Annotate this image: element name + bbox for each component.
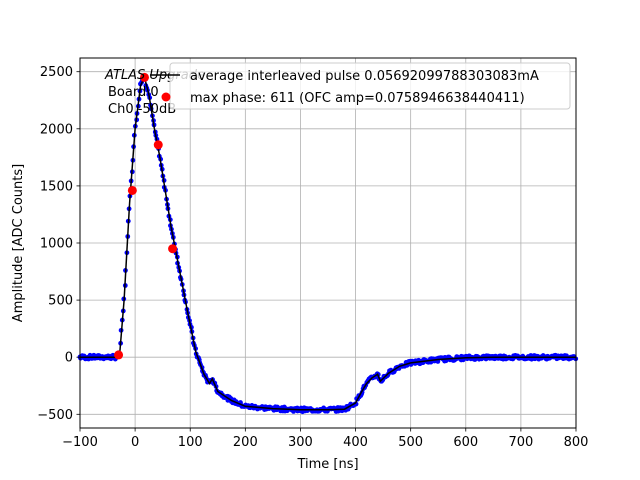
legend-entry-1: average interleaved pulse 0.056920997883… <box>190 69 539 84</box>
y-tick-label: 2000 <box>40 122 73 137</box>
plot-data <box>77 72 579 415</box>
annotation-line-2: Board 0 <box>108 85 159 100</box>
y-tick-label: 1000 <box>40 237 73 252</box>
x-tick-label: 800 <box>564 435 589 450</box>
legend-dot-swatch <box>161 92 171 102</box>
x-tick-label: 200 <box>233 435 258 450</box>
y-tick-label: 0 <box>65 351 73 366</box>
annotation-line-3: Ch0 -50dB <box>108 102 176 117</box>
y-tick-label: −500 <box>37 408 73 423</box>
legend-box <box>169 62 571 110</box>
max-phase-point <box>168 244 178 254</box>
max-phase-point <box>153 140 163 150</box>
legend-entry-2: max phase: 611 (OFC amp=0.07589466384404… <box>190 91 525 106</box>
y-tick-label: 2500 <box>40 65 73 80</box>
max-phase-point <box>139 72 149 82</box>
average-pulse-line <box>80 75 576 411</box>
x-axis-label: Time [ns] <box>296 457 358 472</box>
x-tick-label: 600 <box>453 435 478 450</box>
legend: average interleaved pulse 0.056920997883… <box>150 62 571 110</box>
x-tick-label: 300 <box>288 435 313 450</box>
max-phase-point <box>114 350 124 360</box>
x-tick-label: 400 <box>343 435 368 450</box>
max-phase-point <box>127 185 137 195</box>
x-tick-label: 100 <box>178 435 203 450</box>
x-tick-label: 0 <box>131 435 139 450</box>
x-tick-label: 700 <box>508 435 533 450</box>
pulse-sample-points <box>77 75 579 415</box>
axis-ticks: −100 0 100 200 300 400 500 600 700 800 −500 0 500 100… <box>37 65 588 450</box>
x-tick-label: 500 <box>398 435 423 450</box>
x-tick-label: −100 <box>62 435 98 450</box>
y-tick-label: 1500 <box>40 179 73 194</box>
y-axis-label: Amplitude [ADC Counts] <box>11 164 26 322</box>
y-tick-label: 500 <box>48 294 73 309</box>
